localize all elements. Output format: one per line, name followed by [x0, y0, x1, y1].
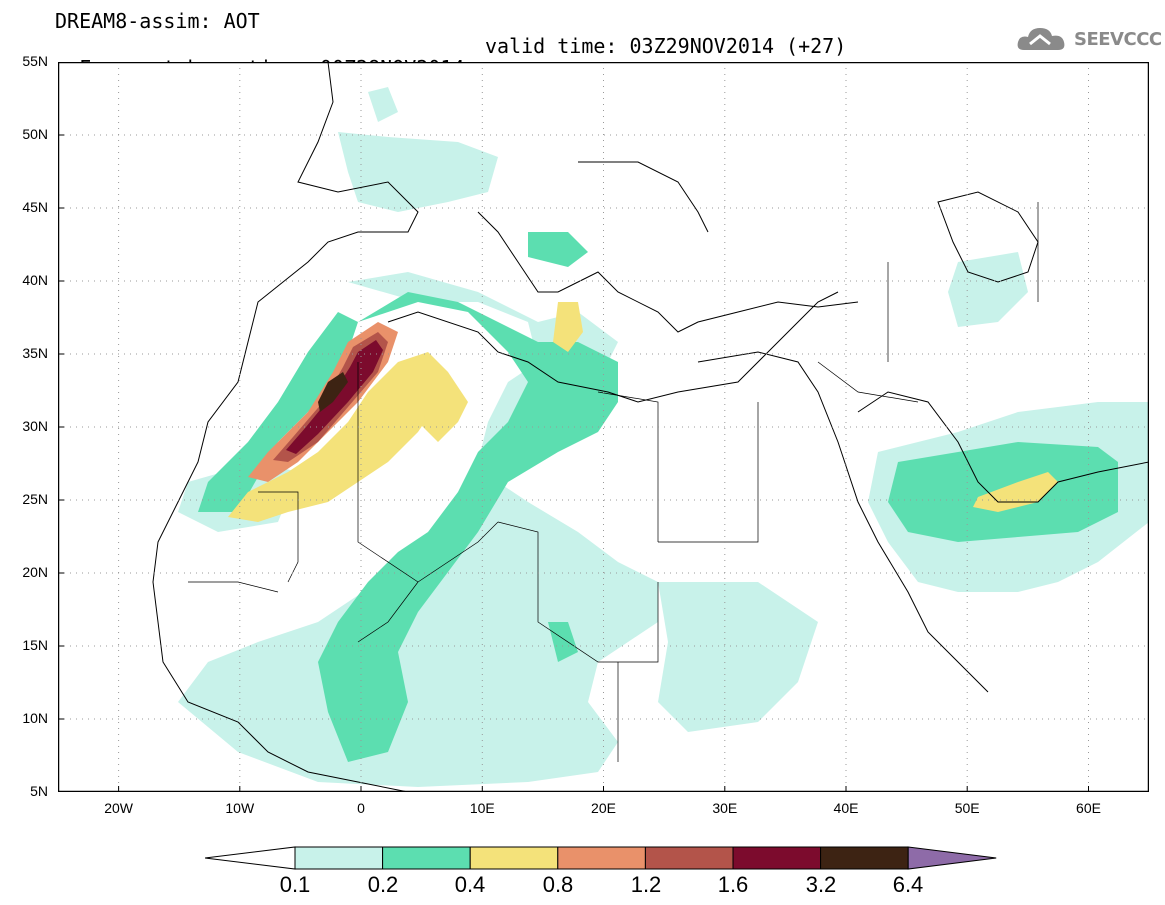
colorbar-segment: [820, 846, 909, 870]
colorbar-segment: [469, 846, 559, 870]
lon-label: 60E: [1076, 800, 1101, 816]
colorbar-label: 3.2: [805, 872, 837, 897]
lat-label: 35N: [22, 345, 48, 361]
colorbar-label: 0.4: [454, 872, 486, 897]
country-borders: [188, 202, 1039, 762]
colorbar-label: 1.6: [717, 872, 749, 897]
lat-label: 20N: [22, 564, 48, 580]
lon-label: 20W: [104, 800, 133, 816]
cloud-icon: [1017, 28, 1065, 50]
lon-label: 20E: [591, 800, 616, 816]
lon-label: 10W: [225, 800, 255, 816]
seevccc-logo: SEEVCCC: [1016, 24, 1162, 54]
lat-label: 25N: [22, 491, 48, 507]
tick-marks: [58, 134, 1089, 792]
colorbar-segment: [294, 846, 384, 870]
aot-map: [58, 62, 1149, 792]
colorbar-segment: [644, 846, 734, 870]
lat-label: 45N: [22, 199, 48, 215]
aot-level-0.4: [228, 302, 1058, 522]
lon-label: 50E: [954, 800, 980, 816]
colorbar-label: 0.8: [542, 872, 574, 897]
colorbar-under-arrow: [205, 846, 296, 870]
colorbar-over-arrow: [907, 846, 997, 870]
colorbar-label: 0.2: [367, 872, 399, 897]
colorbar-segment: [382, 846, 471, 870]
logo-text: SEEVCCC: [1074, 28, 1162, 50]
colorbar-label: 0.1: [279, 872, 311, 897]
lat-label: 55N: [22, 53, 48, 69]
lon-label: 40E: [833, 800, 859, 816]
lon-label: 0: [357, 800, 365, 816]
lon-label: 10E: [469, 800, 495, 816]
colorbar-label: 1.2: [630, 872, 662, 897]
lat-label: 5N: [30, 783, 48, 799]
lat-label: 40N: [22, 272, 48, 288]
lat-label: 10N: [22, 710, 48, 726]
aot-level-3.2: [318, 372, 348, 412]
lat-label: 15N: [22, 637, 48, 653]
lat-label: 50N: [22, 126, 48, 142]
colorbar: [205, 846, 997, 870]
valid-time: valid time: 03Z29NOV2014 (+27): [485, 34, 847, 58]
lat-label: 30N: [22, 418, 48, 434]
coastlines: [152, 62, 1149, 792]
colorbar-segment: [732, 846, 822, 870]
product-title: DREAM8-assim: AOT: [55, 9, 260, 33]
lon-label: 30E: [712, 800, 738, 816]
colorbar-segment: [557, 846, 646, 870]
colorbar-label: 6.4: [892, 872, 924, 897]
